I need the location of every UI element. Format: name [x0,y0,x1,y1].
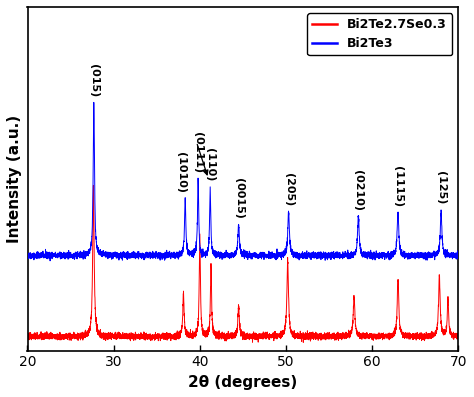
Text: (110): (110) [205,148,215,182]
Text: (1115): (1115) [393,166,403,207]
Text: (0015): (0015) [234,178,244,219]
Text: (015): (015) [89,64,99,97]
X-axis label: 2θ (degrees): 2θ (degrees) [188,375,298,390]
Legend: Bi2Te2.7Se0.3, Bi2Te3: Bi2Te2.7Se0.3, Bi2Te3 [307,13,452,56]
Y-axis label: Intensity (a.u.): Intensity (a.u.) [7,115,22,243]
Text: (205): (205) [283,173,293,206]
Text: (1010): (1010) [176,152,186,193]
Text: (0210): (0210) [353,170,364,210]
Text: (125): (125) [436,172,446,205]
Text: (0111): (0111) [193,132,203,173]
